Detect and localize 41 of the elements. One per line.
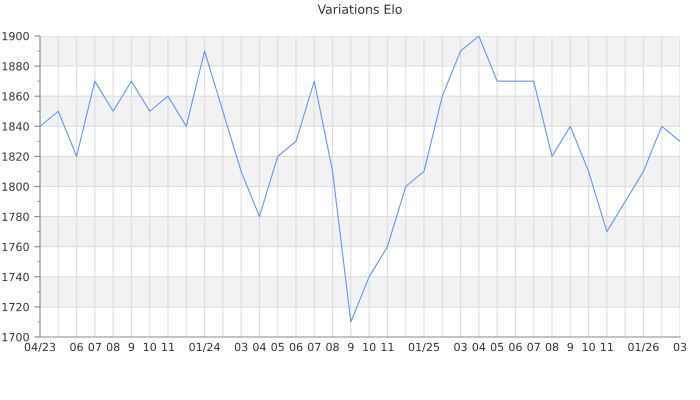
y-tick-label: 1860 (2, 92, 29, 101)
y-tick-label: 1880 (2, 62, 29, 70)
x-tick-label: 11 (601, 342, 613, 351)
x-tick-label: 03 (674, 342, 686, 352)
x-tick-label: 07 (308, 342, 320, 352)
x-tick-label: 06 (509, 342, 522, 352)
x-tick-label: 03 (454, 342, 467, 352)
x-tick-label: 08 (326, 342, 339, 352)
x-tick-label: 04 (472, 342, 486, 352)
x-tick-label: 05 (490, 342, 504, 352)
y-tick-label: 1760 (2, 242, 29, 252)
y-tick-label: 1780 (2, 212, 29, 221)
x-tick-label: 01/26 (628, 342, 659, 352)
x-tick-label: 07 (527, 342, 540, 352)
x-tick-label: 10 (582, 342, 595, 352)
x-tick-label: 05 (271, 342, 284, 352)
y-tick-label: 1840 (2, 122, 29, 131)
x-tick-label: 03 (234, 342, 248, 352)
x-tick-label: 04 (253, 342, 266, 352)
x-tick-label: 11 (382, 342, 394, 351)
y-tick-label: 1820 (2, 152, 29, 161)
y-tick-label: 1700 (2, 332, 29, 342)
y-tick-label: 1800 (2, 182, 29, 191)
x-tick-label: 9 (128, 342, 134, 352)
x-tick-label: 10 (144, 342, 156, 352)
x-tick-label: 04/23 (24, 342, 56, 352)
x-tick-label: 08 (546, 342, 558, 352)
x-tick-label: 10 (363, 342, 376, 352)
chart-title: Variations Elo (318, 4, 402, 14)
x-tick-label: 01/24 (189, 342, 220, 352)
x-tick-label: 06 (290, 342, 302, 352)
x-tick-label: 08 (106, 342, 120, 352)
y-tick-label: 1900 (2, 32, 29, 40)
y-tick-label: 1720 (2, 302, 29, 312)
x-tick-label: 9 (567, 342, 574, 352)
x-tick-label: 01/25 (408, 342, 440, 352)
y-tick-label: 1740 (2, 272, 29, 282)
x-tick-label: 9 (348, 342, 354, 352)
x-tick-label: 11 (162, 342, 174, 351)
x-tick-label: 06 (70, 342, 83, 352)
x-tick-label: 07 (88, 342, 101, 352)
